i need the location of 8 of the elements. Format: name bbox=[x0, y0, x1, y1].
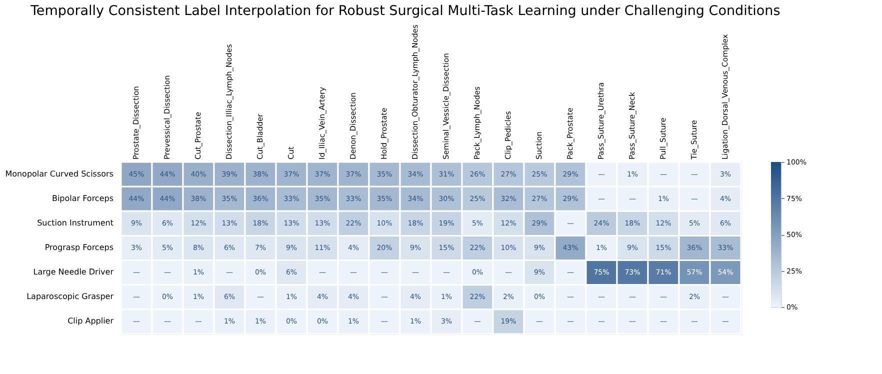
y-tick-label: Suction Instrument bbox=[37, 218, 114, 228]
y-tick-label: Monopolar Curved Scissors bbox=[5, 169, 114, 178]
y-tick-label: Clip Applier bbox=[68, 316, 114, 326]
y-tick-label: Prograsp Forceps bbox=[44, 243, 114, 252]
y-tick-label: Large Needle Driver bbox=[33, 268, 114, 277]
y-tick-label: Bipolar Forceps bbox=[52, 194, 114, 203]
y-tick-label: Laparoscopic Grasper bbox=[26, 292, 114, 302]
chart-title: Temporally Consistent Label Interpolation for Robust Surgical Multi-Task Learning under Challenging Conditions bbox=[29, 3, 780, 20]
